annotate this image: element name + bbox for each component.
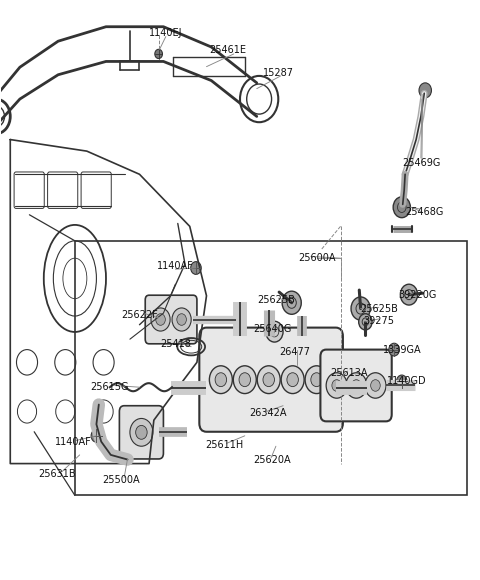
Circle shape xyxy=(332,380,341,392)
Text: 25631B: 25631B xyxy=(38,469,76,479)
Text: 25418: 25418 xyxy=(160,339,191,349)
Circle shape xyxy=(351,297,370,320)
Text: 1140GD: 1140GD xyxy=(387,376,426,386)
Text: 26342A: 26342A xyxy=(249,408,287,418)
Circle shape xyxy=(91,429,102,442)
Text: 25469G: 25469G xyxy=(403,158,441,168)
Text: 15287: 15287 xyxy=(263,68,294,78)
Circle shape xyxy=(155,49,162,59)
Text: 1140AF: 1140AF xyxy=(157,260,194,271)
Circle shape xyxy=(215,373,227,387)
FancyBboxPatch shape xyxy=(120,406,163,459)
Text: 25461E: 25461E xyxy=(210,45,247,55)
Circle shape xyxy=(266,321,283,342)
Circle shape xyxy=(400,284,418,305)
Text: 25625B: 25625B xyxy=(360,304,398,314)
Circle shape xyxy=(396,375,407,388)
Text: 25622F: 25622F xyxy=(121,310,158,320)
Circle shape xyxy=(172,308,191,331)
Circle shape xyxy=(239,373,251,387)
Text: 25640G: 25640G xyxy=(253,324,292,334)
Circle shape xyxy=(233,366,256,394)
Text: 25611H: 25611H xyxy=(205,440,244,450)
Circle shape xyxy=(281,366,304,394)
Text: 25468G: 25468G xyxy=(405,207,444,217)
Text: 1339GA: 1339GA xyxy=(383,345,421,354)
Circle shape xyxy=(263,373,275,387)
Circle shape xyxy=(365,373,386,398)
Circle shape xyxy=(326,373,347,398)
Circle shape xyxy=(257,366,280,394)
Bar xyxy=(75,241,468,495)
Text: 1140EJ: 1140EJ xyxy=(149,27,182,38)
Circle shape xyxy=(305,366,328,394)
Text: 25625B: 25625B xyxy=(257,295,295,306)
Text: 39275: 39275 xyxy=(363,316,394,325)
Circle shape xyxy=(282,291,301,314)
Circle shape xyxy=(419,83,432,98)
Circle shape xyxy=(393,197,410,218)
Circle shape xyxy=(389,343,399,356)
Circle shape xyxy=(287,373,299,387)
Circle shape xyxy=(156,314,165,325)
FancyBboxPatch shape xyxy=(199,328,343,432)
Text: 25613A: 25613A xyxy=(330,368,368,378)
Circle shape xyxy=(191,262,201,274)
Text: 26477: 26477 xyxy=(279,347,311,357)
Circle shape xyxy=(136,425,147,439)
Text: 1140AF: 1140AF xyxy=(55,437,92,447)
Circle shape xyxy=(371,380,380,392)
Text: 25500A: 25500A xyxy=(103,475,140,485)
Circle shape xyxy=(177,314,186,325)
FancyBboxPatch shape xyxy=(321,350,392,421)
Circle shape xyxy=(346,373,367,398)
Text: 25600A: 25600A xyxy=(298,253,336,263)
Text: 25620A: 25620A xyxy=(254,455,291,465)
Circle shape xyxy=(351,380,361,392)
Text: 25615G: 25615G xyxy=(91,382,129,392)
Circle shape xyxy=(151,308,170,331)
Text: 39220G: 39220G xyxy=(398,289,436,300)
FancyBboxPatch shape xyxy=(145,295,197,344)
Circle shape xyxy=(311,373,323,387)
Circle shape xyxy=(359,314,372,330)
Circle shape xyxy=(130,418,153,446)
Circle shape xyxy=(209,366,232,394)
